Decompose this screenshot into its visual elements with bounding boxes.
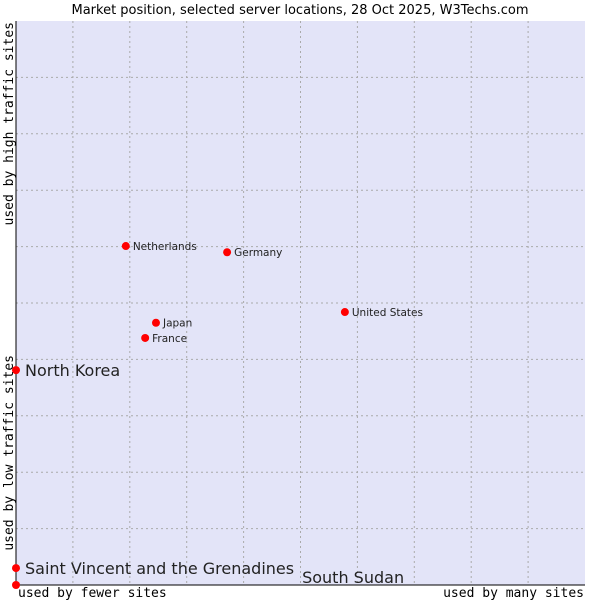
grid-lines <box>16 21 585 585</box>
data-points: Netherlands Germany United States Japan Fran… <box>12 241 423 589</box>
data-point-label: United States <box>352 307 423 319</box>
data-point <box>12 581 20 589</box>
data-point <box>12 564 20 573</box>
x-label-left: used by fewer sites <box>18 586 167 600</box>
data-point <box>151 318 160 327</box>
y-label-top: used by high traffic sites <box>2 22 17 226</box>
data-point-label: South Sudan <box>302 568 404 587</box>
data-point-label: France <box>152 333 187 345</box>
data-point <box>121 242 130 251</box>
y-label-bottom: used by low traffic sites <box>2 355 17 551</box>
chart-title: Market position, selected server locatio… <box>71 3 528 18</box>
data-point <box>12 366 20 375</box>
data-point <box>223 248 232 257</box>
data-point-label: Germany <box>234 247 282 259</box>
data-point <box>141 333 150 342</box>
x-label-right: used by many sites <box>443 586 584 600</box>
data-point-label: Netherlands <box>133 241 197 253</box>
data-point <box>340 308 349 317</box>
data-point-label: Japan <box>162 318 192 330</box>
data-point-label: Saint Vincent and the Grenadines <box>25 559 294 578</box>
data-point-label: North Korea <box>25 361 120 380</box>
